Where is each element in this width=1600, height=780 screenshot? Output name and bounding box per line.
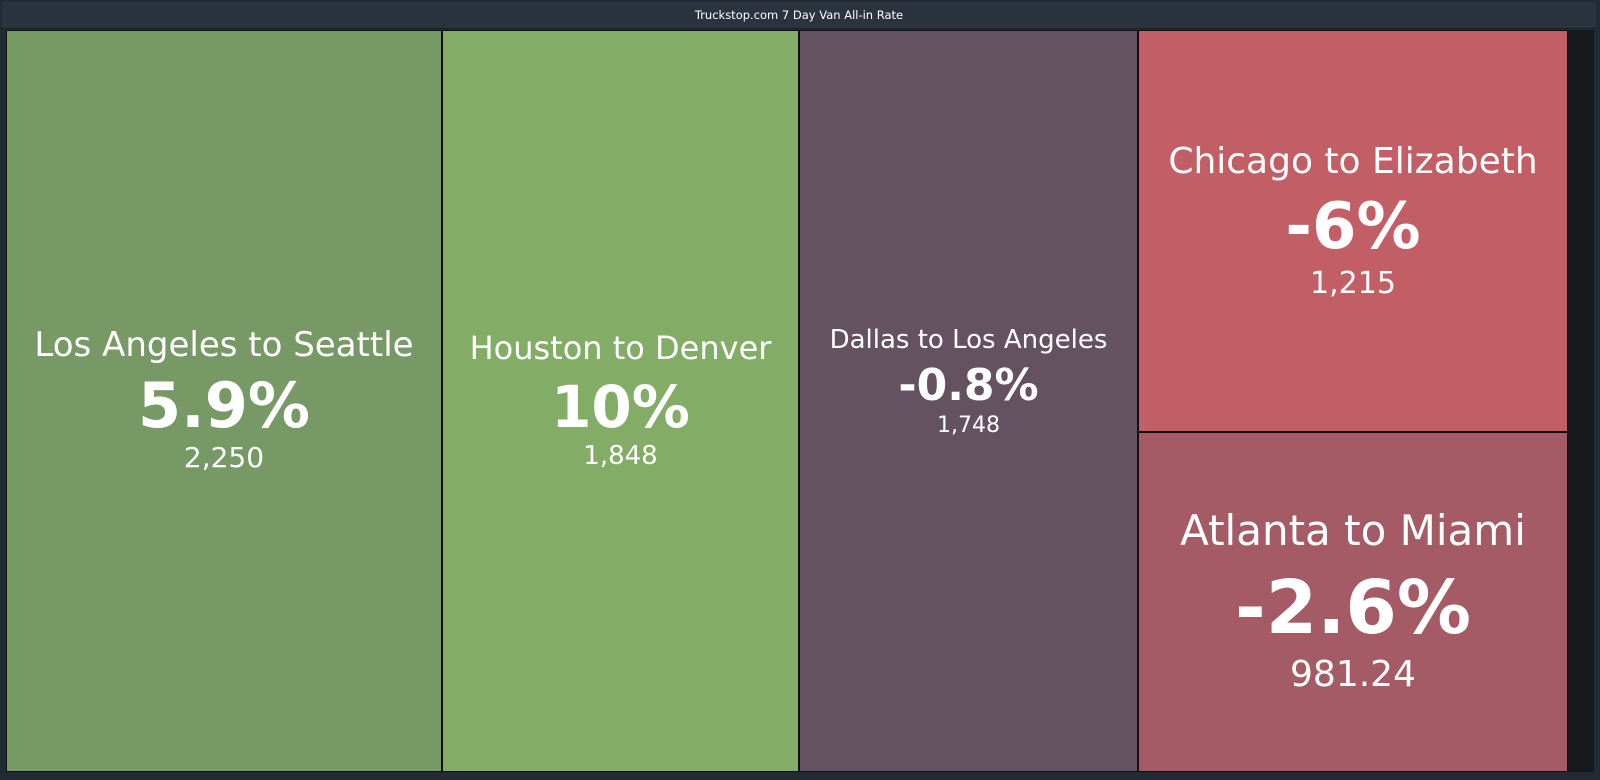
tile-change: -6% xyxy=(1285,189,1421,264)
treemap: Los Angeles to Seattle 5.9% 2,250 Housto… xyxy=(6,30,1594,772)
tile-value: 1,215 xyxy=(1310,265,1396,301)
treemap-tile-chicago-to-elizabeth[interactable]: Chicago to Elizabeth -6% 1,215 xyxy=(1138,30,1568,432)
tile-value: 1,848 xyxy=(583,440,658,471)
tile-label: Dallas to Los Angeles xyxy=(829,325,1108,355)
tile-value: 981.24 xyxy=(1290,654,1416,696)
tile-label: Atlanta to Miami xyxy=(1180,506,1526,556)
tile-label: Houston to Denver xyxy=(469,328,772,367)
tile-label: Chicago to Elizabeth xyxy=(1168,141,1538,182)
tile-change: -2.6% xyxy=(1235,565,1471,652)
treemap-tile-atlanta-to-miami[interactable]: Atlanta to Miami -2.6% 981.24 xyxy=(1138,432,1568,772)
tile-value: 2,250 xyxy=(183,441,265,475)
treemap-tile-los-angeles-to-seattle[interactable]: Los Angeles to Seattle 5.9% 2,250 xyxy=(6,30,442,772)
chart-title: Truckstop.com 7 Day Van All-in Rate xyxy=(2,2,1596,29)
tile-change: 5.9% xyxy=(138,369,310,443)
tile-change: 10% xyxy=(551,372,690,441)
treemap-tile-dallas-to-los-angeles[interactable]: Dallas to Los Angeles -0.8% 1,748 xyxy=(799,30,1138,772)
treemap-tile-houston-to-denver[interactable]: Houston to Denver 10% 1,848 xyxy=(442,30,799,772)
tile-label: Los Angeles to Seattle xyxy=(34,324,414,365)
tile-value: 1,748 xyxy=(937,413,1000,439)
tile-change: -0.8% xyxy=(898,360,1039,412)
